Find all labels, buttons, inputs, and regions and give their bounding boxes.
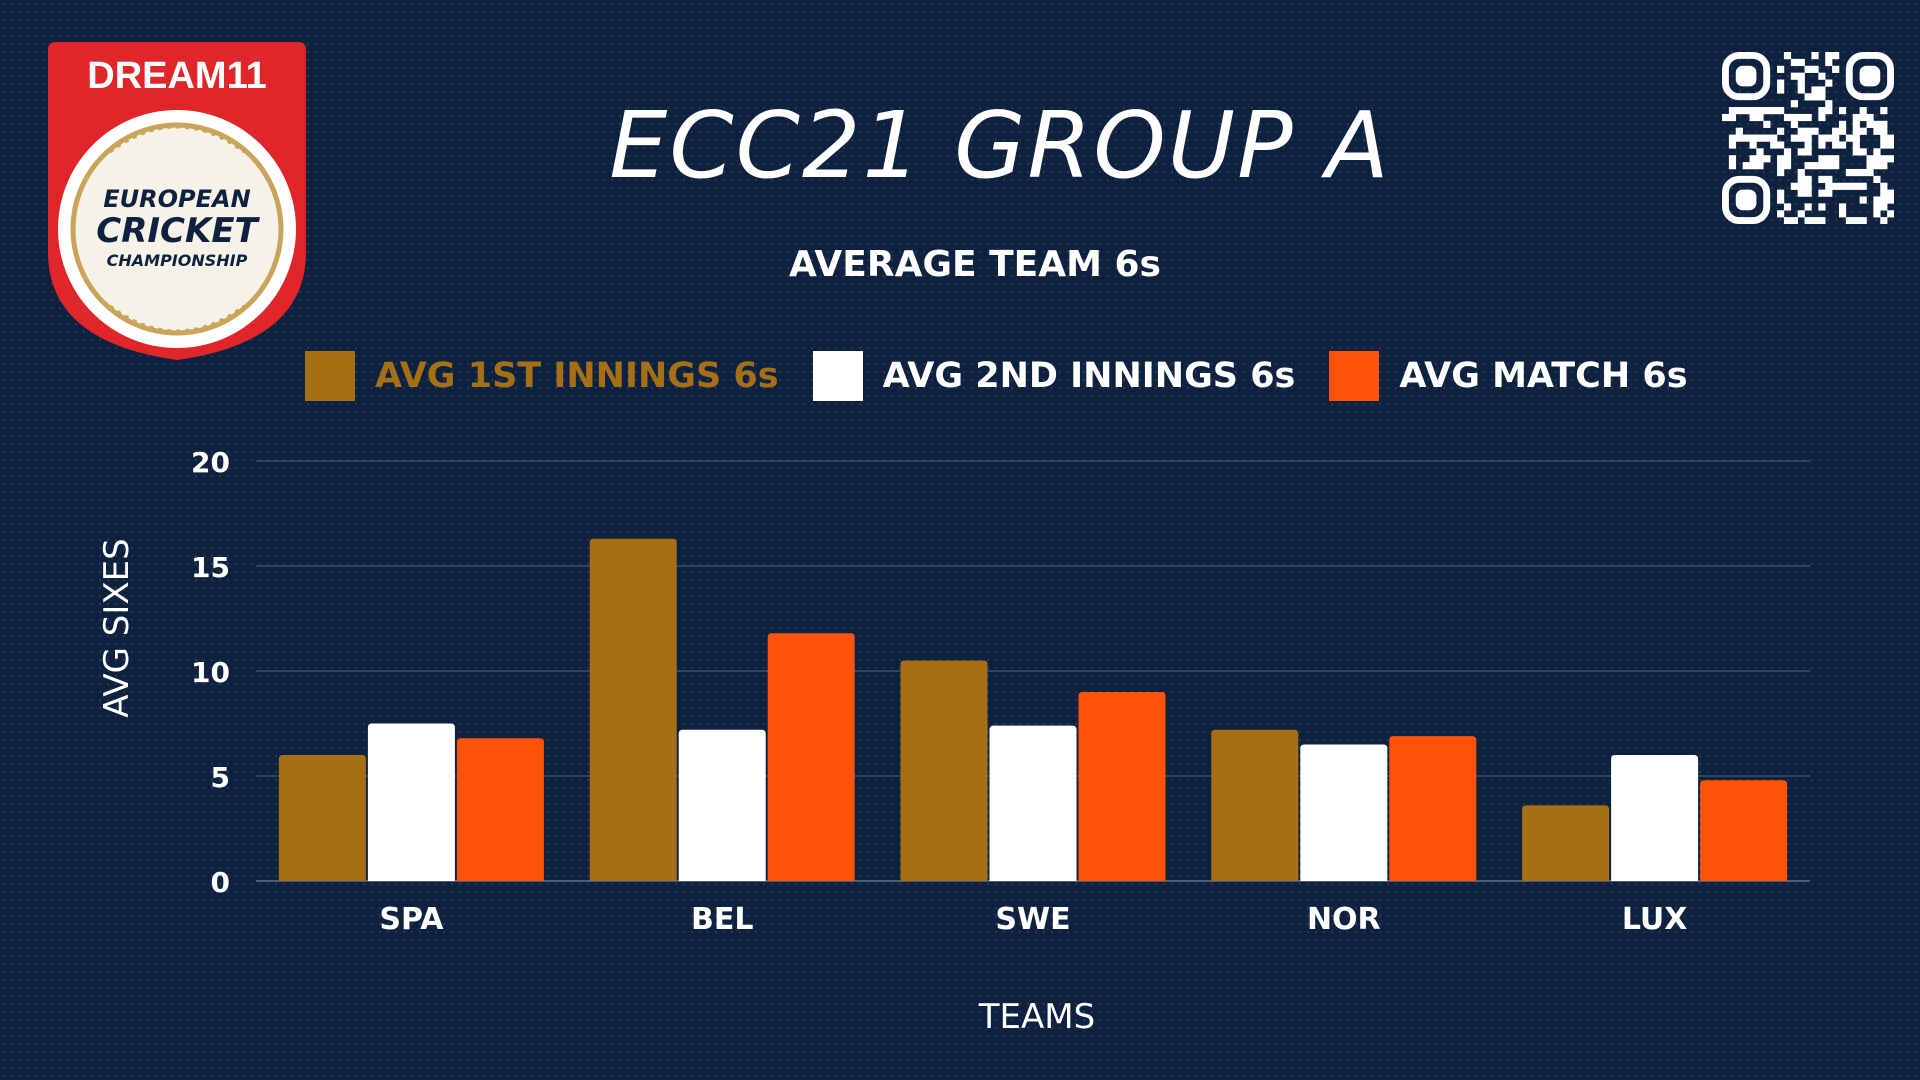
dream11-ecc-logo: DREAM11 EUROPEAN CRICKET CHAMPIONSHIP [48, 42, 306, 360]
x-axis-label: TEAMS [978, 997, 1095, 1037]
bar-nor-series-2 [1300, 744, 1388, 881]
y-tick-label: 20 [191, 446, 230, 479]
x-tick-label: BEL [691, 902, 753, 937]
x-tick-label: SWE [995, 902, 1070, 937]
y-axis-label: AVG SIXES [97, 538, 137, 717]
logo-dream11-text: DREAM11 [87, 55, 267, 97]
bar-nor-series-3 [1389, 736, 1477, 881]
bar-bel-series-3 [767, 633, 855, 881]
logo-european-text: EUROPEAN [103, 185, 250, 213]
bar-nor-series-1 [1211, 729, 1299, 881]
chart-subtitle: AVERAGE TEAM 6s [789, 244, 1161, 285]
legend-item-match: AVG MATCH 6s [1329, 351, 1688, 401]
bar-swe-series-2 [989, 725, 1077, 881]
bar-spa-series-3 [456, 738, 544, 881]
y-tick-label: 15 [191, 551, 230, 584]
chart-title: ECC21 GROUP A [609, 92, 1391, 199]
y-tick-label: 10 [191, 656, 230, 689]
chart-legend: AVG 1ST INNINGS 6s AVG 2ND INNINGS 6s AV… [305, 350, 1722, 402]
y-tick-label: 5 [211, 761, 230, 794]
legend-label-second-innings: AVG 2ND INNINGS 6s [882, 356, 1296, 396]
bar-swe-series-3 [1078, 692, 1166, 881]
logo-cricket-text: CRICKET [96, 211, 260, 251]
bar-bel-series-1 [589, 538, 677, 881]
bar-lux-series-2 [1611, 755, 1699, 881]
logo-championship-text: CHAMPIONSHIP [107, 251, 248, 270]
x-tick-label: LUX [1622, 902, 1688, 937]
bar-spa-series-2 [367, 723, 455, 881]
y-tick-label: 0 [211, 866, 230, 899]
bar-lux-series-3 [1700, 780, 1788, 881]
bar-lux-series-1 [1522, 805, 1610, 881]
legend-item-first-innings: AVG 1ST INNINGS 6s [305, 351, 779, 401]
legend-label-first-innings: AVG 1ST INNINGS 6s [375, 356, 779, 396]
qr-code-icon[interactable] [1722, 52, 1894, 224]
legend-item-second-innings: AVG 2ND INNINGS 6s [812, 351, 1296, 401]
legend-swatch-first-innings [305, 351, 355, 401]
bar-spa-series-1 [278, 755, 366, 881]
legend-swatch-second-innings [812, 351, 863, 401]
x-tick-label: NOR [1307, 902, 1381, 937]
legend-label-match: AVG MATCH 6s [1399, 356, 1688, 396]
bar-swe-series-1 [900, 660, 988, 881]
bar-bel-series-2 [678, 729, 766, 881]
legend-swatch-match [1329, 351, 1380, 401]
x-tick-label: SPA [379, 902, 444, 937]
